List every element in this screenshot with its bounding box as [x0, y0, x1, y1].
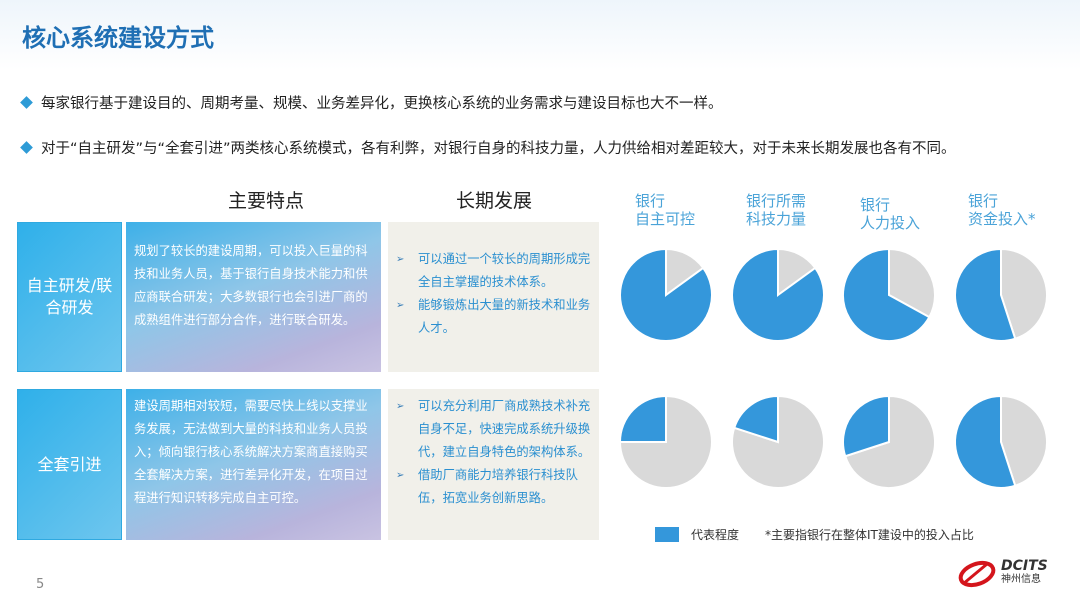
pie-slice-highlight — [732, 394, 780, 444]
pie-column-title-line: 科技力量 — [746, 210, 807, 228]
column-header-features: 主要特点 — [228, 190, 305, 212]
list-item: ➢ 可以通过一个较长的周期形成完全自主掌握的技术体系。 — [396, 248, 591, 294]
arrow-bullet-icon: ➢ — [396, 254, 405, 265]
pie-slice-highlight — [954, 394, 1017, 489]
list-item: ➢ 能够锻炼出大量的新技术和业务人才。 — [396, 294, 591, 340]
row-label-full-import: 全套引进 — [17, 389, 122, 540]
pie-slice-rest — [1000, 247, 1048, 341]
pie-slice-rest — [888, 247, 936, 319]
page-title: 核心系统建设方式 — [22, 24, 214, 52]
pie-slice-rest — [843, 394, 936, 489]
pie-column-title-line: 人力投入 — [860, 214, 921, 232]
page-number: 5 — [36, 577, 45, 592]
pie-slice-highlight — [954, 247, 1017, 342]
item-text: 可以通过一个较长的周期形成完全自主掌握的技术体系。 — [418, 252, 591, 289]
features-full-import: 建设周期相对较短，需要尽快上线以支撑业务发展，无法做到大量的科技和业务人员投入；… — [126, 389, 381, 540]
item-text: 借助厂商能力培养银行科技队伍，拓宽业务创新思路。 — [418, 468, 578, 505]
item-text: 可以充分利用厂商成熟技术补充自身不足，快速完成系统升级换代，建立自身特色的架构体… — [418, 399, 591, 459]
pie-slice-highlight — [618, 394, 668, 443]
footnote: *主要指银行在整体IT建设中的投入占比 — [765, 528, 974, 542]
pie-slice-highlight — [619, 247, 713, 342]
pie-column-title: 银行 自主可控 — [635, 192, 695, 228]
pie-slice-highlight — [842, 247, 931, 342]
list-item: ➢ 借助厂商能力培养银行科技队伍，拓宽业务创新思路。 — [396, 464, 591, 510]
bullet-text: 每家银行基于建设目的、周期考量、规模、业务差异化，更换核心系统的业务需求与建设目… — [41, 96, 723, 112]
bullet-2: 对于“自主研发”与“全套引进”两类核心系统模式，各有利弊，对银行自身的科技力量，… — [20, 137, 956, 158]
pie-column-title-line: 银行 — [635, 192, 666, 210]
legend: 代表程度 *主要指银行在整体IT建设中的投入占比 — [655, 526, 974, 543]
development-full-import: ➢ 可以充分利用厂商成熟技术补充自身不足，快速完成系统升级换代，建立自身特色的架构… — [388, 389, 599, 540]
pie-slice-rest — [1000, 394, 1048, 488]
features-self-dev: 规划了较长的建设周期，可以投入巨量的科技和业务人员，基于银行自身技术能力和供应商… — [126, 222, 381, 372]
pie-column-title-line: 资金投入* — [968, 210, 1036, 228]
item-text: 能够锻炼出大量的新技术和业务人才。 — [418, 298, 591, 335]
development-self-dev: ➢ 可以通过一个较长的周期形成完全自主掌握的技术体系。 ➢ 能够锻炼出大量的新技术和… — [388, 222, 599, 372]
pie-column-title-line: 银行 — [968, 192, 999, 210]
legend-swatch — [655, 527, 679, 542]
pie-column-title-line: 银行 — [860, 196, 891, 214]
bullet-1: 每家银行基于建设目的、周期考量、规模、业务差异化，更换核心系统的业务需求与建设目… — [20, 92, 723, 113]
pie-slice-highlight — [842, 394, 891, 458]
arrow-bullet-icon: ➢ — [396, 300, 405, 311]
company-logo: DCITS 神州信息 — [957, 558, 1048, 588]
list-item: ➢ 可以充分利用厂商成熟技术补充自身不足，快速完成系统升级换代，建立自身特色的架构… — [396, 395, 591, 464]
pie-column-title-line: 自主可控 — [635, 210, 696, 228]
arrow-bullet-icon: ➢ — [396, 401, 405, 412]
logo-text-cn: 神州信息 — [1001, 574, 1041, 585]
pie-column-title: 银行所需 科技力量 — [746, 192, 806, 228]
pie-column-title-line: 银行所需 — [746, 192, 807, 210]
row-label-self-dev: 自主研发/联合研发 — [17, 222, 122, 372]
title-bar-bg — [0, 0, 1080, 70]
logo-text-en: DCITS — [1001, 558, 1048, 574]
bullet-text: 对于“自主研发”与“全套引进”两类核心系统模式，各有利弊，对银行自身的科技力量，… — [41, 141, 956, 157]
legend-label: 代表程度 — [691, 528, 740, 542]
pie-slice-highlight — [731, 247, 825, 342]
pie-column-title: 银行 资金投入* — [968, 192, 1036, 228]
logo-swoosh-icon — [958, 560, 996, 588]
column-header-development: 长期发展 — [456, 190, 533, 212]
pie-column-title: 银行 人力投入 — [860, 196, 920, 232]
arrow-bullet-icon: ➢ — [396, 470, 405, 481]
